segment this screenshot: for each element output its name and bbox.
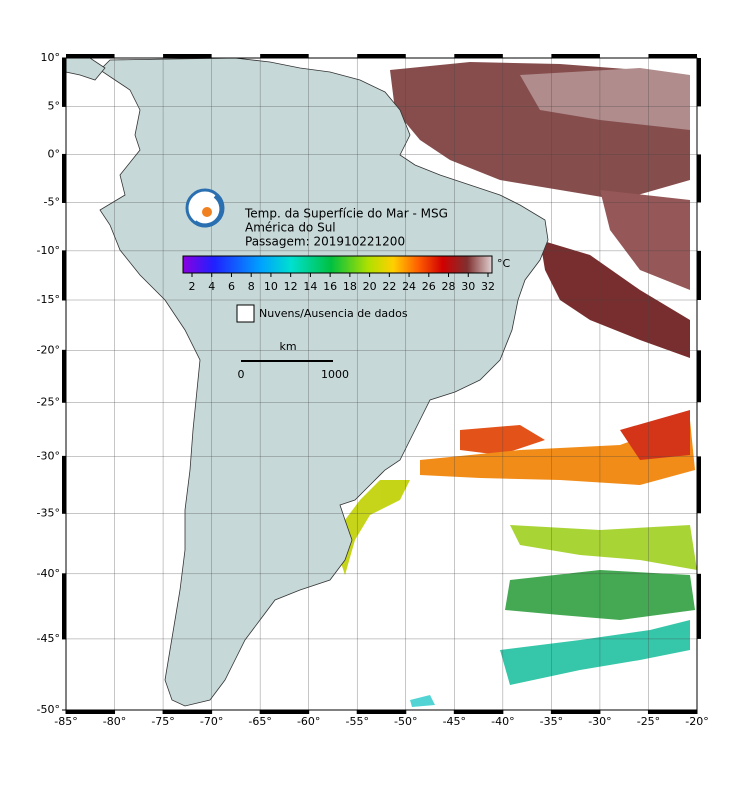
sst-patch [420, 420, 695, 485]
frame-bar [62, 154, 66, 203]
sst-north-light [520, 68, 690, 130]
colorbar-tick-label: 18 [343, 280, 357, 293]
y-tick-label: -25° [37, 395, 60, 408]
colorbar-tick-label: 24 [402, 280, 416, 293]
sst-patch [460, 425, 545, 455]
inpe-logo [185, 188, 225, 228]
sst-patch [410, 695, 435, 707]
colorbar-ticks: 2 4 6 8 10 12 14 16 18 20 22 24 26 28 30 32 [189, 273, 495, 293]
colorbar-tick-label: 14 [303, 280, 317, 293]
frame-bar [697, 350, 701, 403]
frame-bar [62, 350, 66, 403]
frame-bar [551, 54, 600, 58]
legend-swatch [236, 304, 255, 323]
scale-end: 1000 [321, 368, 349, 381]
frame-bar [697, 456, 701, 514]
title-line: Temp. da Superfície do Mar - MSG [244, 207, 448, 221]
title-line: Passagem: 201910221200 [245, 235, 405, 249]
x-tick-label: -55° [345, 715, 368, 728]
frame-bar [357, 54, 406, 58]
frame-bar [62, 250, 66, 301]
colorbar-tick-label: 10 [264, 280, 278, 293]
scale-bar: km 0 1000 [238, 340, 350, 381]
colorbar [182, 255, 493, 274]
x-tick-label: -45° [443, 715, 466, 728]
frame-bar [62, 573, 66, 639]
colorbar-unit: °C [497, 257, 511, 270]
colorbar-tick-label: 28 [442, 280, 456, 293]
y-tick-label: -35° [37, 506, 60, 519]
y-tick-label: -40° [37, 567, 60, 580]
colorbar-tick-label: 4 [208, 280, 215, 293]
y-tick-label: 0° [48, 147, 61, 160]
y-tick-label: -50° [37, 703, 60, 716]
axes: -85° -80° -75° -70° -65° -60° -55° -50° -45° -40°… [37, 51, 709, 728]
x-tick-label: -75° [151, 715, 174, 728]
y-tick-label: -45° [37, 632, 60, 645]
map-area [65, 57, 698, 711]
colorbar-tick-label: 32 [481, 280, 495, 293]
frame-bar [357, 710, 406, 714]
title-line: América do Sul [245, 221, 336, 235]
frame-bar [697, 58, 701, 107]
colorbar-tick-label: 20 [363, 280, 377, 293]
colorbar-tick-label: 30 [461, 280, 475, 293]
frame-bar [454, 710, 503, 714]
x-tick-label: -85° [54, 715, 77, 728]
y-tick-label: 10° [41, 51, 61, 64]
sst-patch [540, 240, 690, 358]
x-tick-label: -35° [540, 715, 563, 728]
scale-start: 0 [238, 368, 245, 381]
sst-coast [340, 480, 410, 575]
y-tick-label: -20° [37, 343, 60, 356]
frame-bar [454, 54, 503, 58]
frame-bar [648, 710, 697, 714]
frame-bar [62, 58, 66, 107]
frame-bar [66, 710, 115, 714]
y-tick-label: -5° [44, 195, 60, 208]
sst-patch [620, 410, 690, 460]
frame-bar [66, 54, 115, 58]
x-tick-label: -20° [685, 715, 708, 728]
y-tick-label: 5° [48, 99, 61, 112]
x-tick-label: -80° [103, 715, 126, 728]
frame-bar [163, 54, 212, 58]
colorbar-tick-label: 2 [189, 280, 196, 293]
frame-bar [697, 573, 701, 639]
x-tick-label: -50° [394, 715, 417, 728]
colorbar-tick-label: 16 [323, 280, 337, 293]
x-tick-label: -25° [637, 715, 660, 728]
frame-bar [551, 710, 600, 714]
colorbar-tick-label: 8 [248, 280, 255, 293]
sst-patch [600, 190, 690, 290]
y-tick-label: -30° [37, 449, 60, 462]
sst-patch [510, 525, 697, 570]
sst-patches [340, 62, 697, 707]
colorbar-tick-label: 12 [284, 280, 298, 293]
x-tick-label: -70° [200, 715, 223, 728]
x-tick-label: -65° [248, 715, 271, 728]
frame-bar [697, 154, 701, 203]
title-block: Temp. da Superfície do Mar - MSG América… [244, 207, 448, 249]
colorbar-tick-label: 22 [382, 280, 396, 293]
colorbar-tick-label: 6 [228, 280, 235, 293]
frame-bar [62, 456, 66, 514]
frame-bar [697, 250, 701, 301]
colorbar-tick-label: 26 [422, 280, 436, 293]
y-tick-label: -10° [37, 244, 60, 257]
y-tick-label: -15° [37, 293, 60, 306]
frame-bar [260, 710, 309, 714]
frame-bar [648, 54, 697, 58]
frame-bar [163, 710, 212, 714]
scale-unit: km [279, 340, 296, 353]
sst-patch [500, 620, 690, 685]
x-tick-label: -60° [297, 715, 320, 728]
x-tick-label: -40° [491, 715, 514, 728]
x-tick-label: -30° [588, 715, 611, 728]
legend-label: Nuvens/Ausencia de dados [259, 307, 408, 320]
frame-bar [260, 54, 309, 58]
